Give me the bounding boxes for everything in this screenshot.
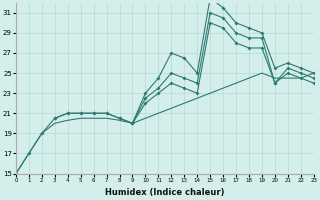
X-axis label: Humidex (Indice chaleur): Humidex (Indice chaleur): [105, 188, 225, 197]
